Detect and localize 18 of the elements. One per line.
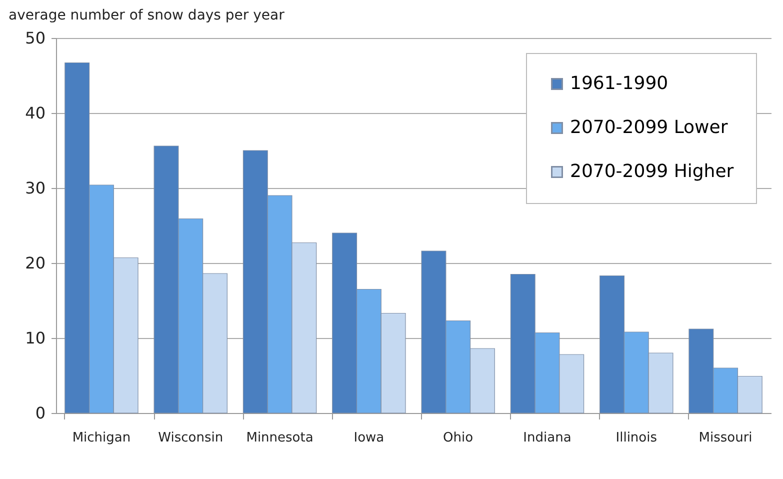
x-tick-label: Wisconsin bbox=[158, 430, 224, 446]
x-tick-label: Indiana bbox=[523, 430, 572, 446]
x-tick-label: Iowa bbox=[354, 430, 384, 446]
legend-label: 2070-2099 Higher bbox=[570, 161, 734, 182]
x-tick-label: Michigan bbox=[72, 430, 131, 446]
x-tick-label: Missouri bbox=[698, 430, 752, 446]
legend-label: 2070-2099 Lower bbox=[570, 117, 728, 138]
y-tick-label: 50 bbox=[25, 28, 46, 48]
y-axis-title: average number of snow days per year bbox=[8, 8, 285, 24]
y-tick-label: 30 bbox=[25, 178, 46, 198]
x-tick-label: Ohio bbox=[443, 430, 474, 446]
y-tick-label: 40 bbox=[25, 104, 46, 122]
legend-label: 1961-1990 bbox=[570, 73, 668, 94]
y-tick-label: 20 bbox=[25, 254, 46, 272]
x-tick-label: Illinois bbox=[616, 430, 658, 446]
y-tick-label: 0 bbox=[35, 404, 46, 422]
x-tick-label: Minnesota bbox=[246, 430, 314, 446]
y-tick-label: 10 bbox=[25, 328, 46, 348]
